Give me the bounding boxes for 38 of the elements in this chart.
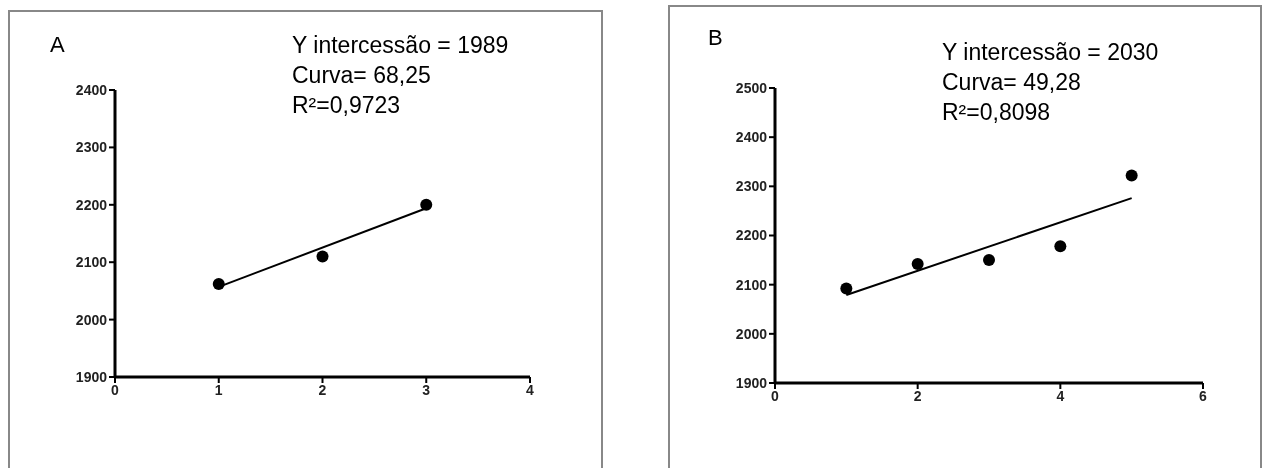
text: Curva= 68,25 bbox=[292, 61, 432, 90]
point bbox=[840, 282, 853, 295]
y-tick-label: 2200 bbox=[735, 227, 768, 244]
y-tick-label: 2000 bbox=[735, 325, 768, 342]
y-tick-label: 2300 bbox=[735, 178, 768, 195]
text: Y intercessão = 1989 bbox=[292, 31, 509, 60]
point bbox=[983, 254, 995, 267]
point bbox=[316, 250, 329, 263]
annotation: R²=0,8098 bbox=[942, 98, 1052, 127]
text: Y intercessão = 2030 bbox=[942, 38, 1159, 67]
chart-title: A bbox=[50, 32, 65, 58]
y-tick-label: 2400 bbox=[735, 129, 768, 146]
x-tick-label: 4 bbox=[1056, 387, 1065, 404]
point bbox=[420, 198, 433, 211]
x-tick-label: 0 bbox=[771, 387, 780, 404]
y-tick-label: 1900 bbox=[735, 374, 768, 391]
chart-title: B bbox=[708, 25, 723, 51]
point bbox=[212, 278, 225, 291]
y-tick-label: 2200 bbox=[75, 196, 108, 213]
x-tick-label: 4 bbox=[526, 381, 535, 398]
x-tick-label: 0 bbox=[111, 381, 120, 398]
point bbox=[1054, 240, 1067, 253]
y-tick-label: 2300 bbox=[75, 139, 108, 156]
y-tick-label: 1900 bbox=[75, 368, 108, 385]
y-tick-label: 2500 bbox=[735, 79, 768, 96]
x-tick-label: 2 bbox=[318, 381, 327, 398]
annotation: Curva= 49,28 bbox=[942, 68, 1082, 97]
x-tick-label: 2 bbox=[913, 387, 922, 404]
x-tick-label: 1 bbox=[214, 381, 223, 398]
annotation: R²=0,9723 bbox=[292, 91, 402, 120]
x-tick-label: 6 bbox=[1199, 387, 1208, 404]
y-tick-label: 2400 bbox=[75, 81, 108, 98]
point bbox=[1125, 169, 1138, 182]
y-tick-label: 2100 bbox=[735, 276, 768, 293]
y-tick-label: 2000 bbox=[75, 311, 108, 328]
y-tick-label: 2100 bbox=[75, 254, 108, 271]
point bbox=[911, 258, 924, 271]
x-tick-label: 3 bbox=[422, 381, 431, 398]
